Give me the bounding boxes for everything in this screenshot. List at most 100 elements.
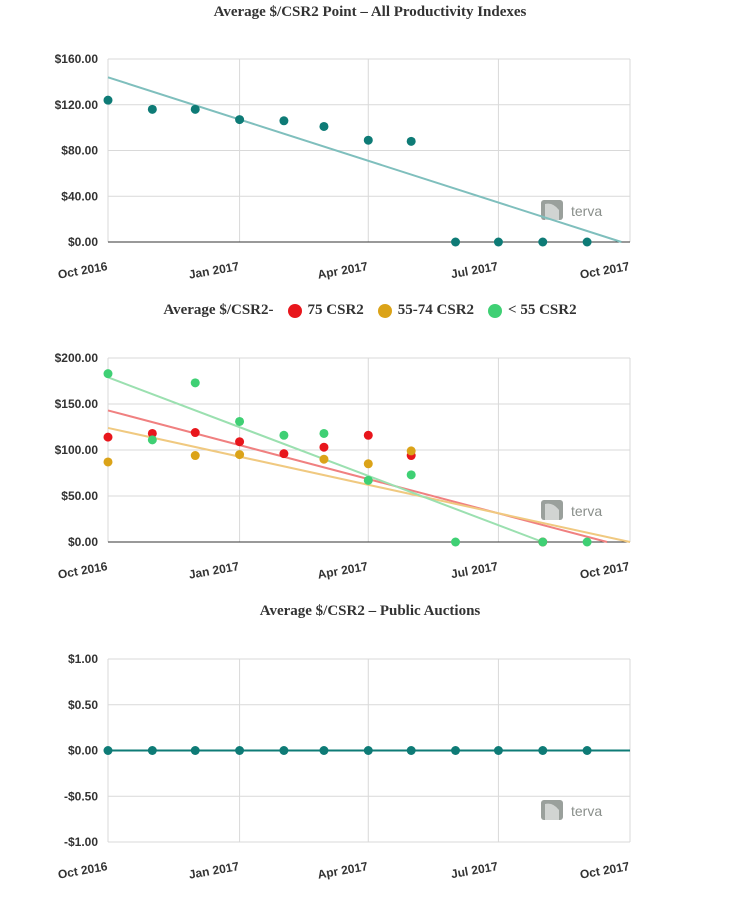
x-tick-label: Jan 2017 <box>188 259 241 282</box>
terva-logo-text: terva <box>571 503 602 519</box>
data-point <box>319 454 329 464</box>
trendline <box>107 409 608 543</box>
data-point <box>235 746 245 755</box>
y-tick-label: $200.00 <box>55 351 99 365</box>
data-point <box>363 459 373 469</box>
y-tick-label: $0.00 <box>68 535 98 549</box>
data-point <box>319 442 329 452</box>
chart1-title: Average $/CSR2 Point – All Productivity … <box>213 4 527 20</box>
x-tick-label: Apr 2017 <box>316 859 369 882</box>
x-tick-label: Oct 2017 <box>579 859 631 882</box>
data-point <box>190 378 200 388</box>
data-point <box>363 475 373 485</box>
terva-logo-leaf <box>545 203 559 220</box>
data-point <box>103 746 113 755</box>
data-point <box>319 746 329 755</box>
y-tick-label: $160.00 <box>55 52 99 66</box>
chart2-title: Average $/CSR2- <box>163 302 274 318</box>
data-point <box>279 449 289 459</box>
x-tick-label: Apr 2017 <box>316 259 369 282</box>
legend-label-75: 75 CSR2 <box>307 302 364 318</box>
terva-logo-text: terva <box>571 803 602 819</box>
data-point <box>103 432 113 442</box>
data-point <box>190 451 200 461</box>
data-point <box>363 430 373 440</box>
data-point <box>582 237 592 247</box>
y-tick-label: $100.00 <box>55 443 99 457</box>
data-point <box>406 470 416 480</box>
y-tick-label: $120.00 <box>55 98 99 112</box>
chart2-legend: Average $/CSR2- 75 CSR2 55-74 CSR2 < 55 … <box>0 302 740 319</box>
legend-label-55-74: 55-74 CSR2 <box>397 302 475 318</box>
data-point <box>538 537 548 547</box>
legend-item-55-74[interactable]: 55-74 CSR2 <box>377 302 475 319</box>
y-tick-label: $0.00 <box>68 235 98 249</box>
data-point <box>493 746 503 755</box>
data-point <box>279 116 289 126</box>
x-tick-label: Jul 2017 <box>450 559 499 581</box>
x-tick-label: Jul 2017 <box>450 859 499 881</box>
data-point <box>103 95 113 105</box>
data-point <box>363 746 373 755</box>
x-tick-label: Oct 2016 <box>57 559 109 582</box>
data-point <box>451 537 461 547</box>
legend-label-lt55: < 55 CSR2 <box>508 302 577 318</box>
chart3-plot: $1.00 $0.50 $0.00 -$0.50 -$1.00 Oct 2016 Jan 2… <box>57 652 631 882</box>
y-tick-label: $80.00 <box>61 144 98 158</box>
data-point <box>147 428 157 438</box>
data-point <box>363 135 373 145</box>
data-point <box>190 746 200 755</box>
data-point <box>538 746 548 755</box>
data-point <box>190 104 200 114</box>
trendline <box>107 76 622 243</box>
y-tick-label: $50.00 <box>61 489 98 503</box>
x-tick-label: Oct 2017 <box>579 259 631 282</box>
x-tick-label: Jan 2017 <box>188 559 241 582</box>
data-point <box>235 115 245 125</box>
data-point <box>406 136 416 146</box>
chart2-plot: $200.00 $150.00 $100.00 $50.00 $0.00 Oct 2016… <box>55 351 631 582</box>
data-point <box>103 457 113 467</box>
x-tick-label: Jul 2017 <box>450 259 499 281</box>
data-point <box>235 450 245 460</box>
legend-swatch-55-74 <box>377 303 392 318</box>
x-tick-label: Oct 2016 <box>57 859 109 882</box>
chart1-plot: $160.00 $120.00 $80.00 $40.00 $0.00 Oct 2016 J… <box>55 52 631 282</box>
trendline <box>107 426 631 543</box>
data-point <box>235 416 245 426</box>
x-tick-label: Oct 2017 <box>579 559 631 582</box>
terva-logo-leaf <box>545 803 559 820</box>
legend-item-75[interactable]: 75 CSR2 <box>287 302 364 319</box>
data-point <box>235 437 245 447</box>
x-tick-label: Oct 2016 <box>57 259 109 282</box>
data-point <box>147 435 157 445</box>
data-point <box>147 746 157 755</box>
y-tick-label: -$0.50 <box>64 789 98 803</box>
x-tick-label: Jan 2017 <box>188 859 241 882</box>
terva-logo-text: terva <box>571 203 602 219</box>
data-point <box>582 537 592 547</box>
data-point <box>279 746 289 755</box>
legend-swatch-lt55 <box>488 303 503 318</box>
terva-logo-leaf <box>545 503 559 520</box>
data-point <box>451 746 461 755</box>
y-tick-label: -$1.00 <box>64 835 98 849</box>
y-tick-label: $150.00 <box>55 397 99 411</box>
data-point <box>406 446 416 456</box>
data-point <box>493 237 503 247</box>
data-point <box>103 369 113 379</box>
y-tick-label: $0.50 <box>68 698 98 712</box>
data-point <box>319 121 329 131</box>
data-point <box>538 237 548 247</box>
data-point <box>451 237 461 247</box>
y-tick-label: $40.00 <box>61 189 98 203</box>
data-point <box>279 430 289 440</box>
y-tick-label: $1.00 <box>68 652 98 666</box>
x-tick-label: Apr 2017 <box>316 559 369 582</box>
legend-item-lt55[interactable]: < 55 CSR2 <box>488 302 577 319</box>
data-point <box>147 104 157 114</box>
chart3-title: Average $/CSR2 – Public Auctions <box>259 603 481 619</box>
data-point <box>582 746 592 755</box>
y-tick-label: $0.00 <box>68 744 98 758</box>
data-point <box>406 746 416 755</box>
